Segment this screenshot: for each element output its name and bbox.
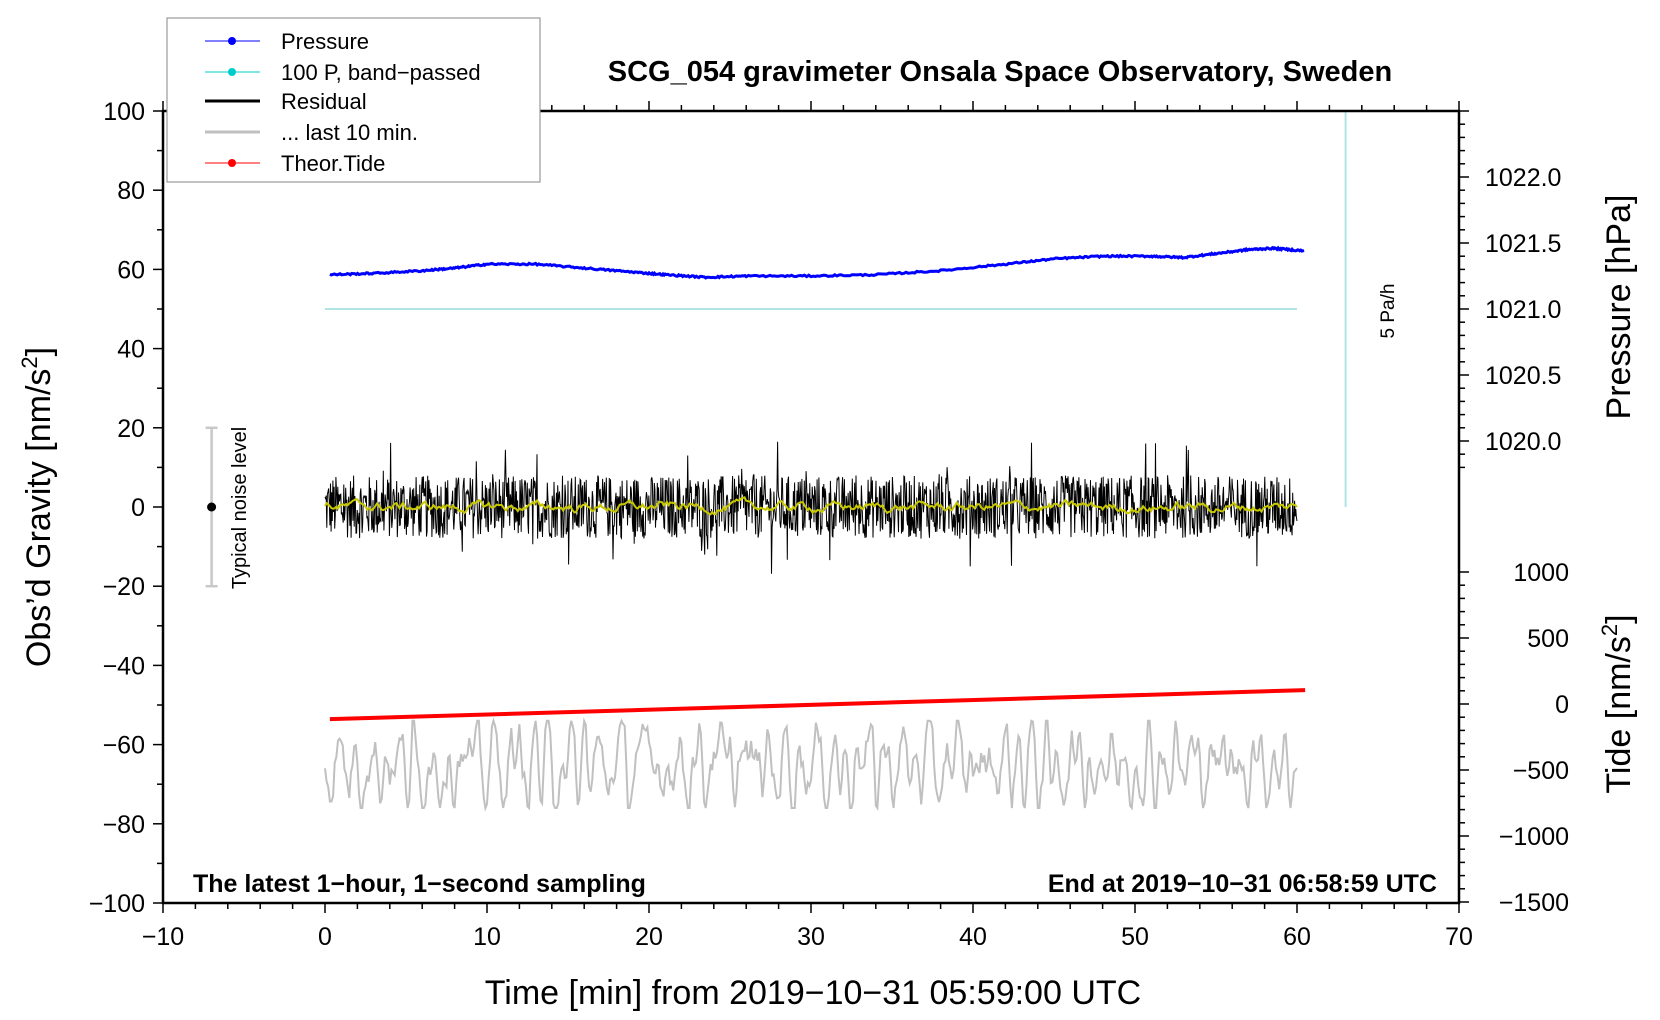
y-tick-label: 100: [103, 98, 145, 126]
legend-label: Pressure: [281, 29, 369, 54]
series-theor-tide-line: [329, 688, 1306, 722]
legend-swatch-marker: [228, 159, 236, 167]
y-tick-label: 20: [117, 415, 145, 443]
x-tick-label: 20: [635, 923, 663, 951]
y-tick-label: 40: [117, 336, 145, 364]
axis-ticks: −10 0 10 20 30 40 50 60 70100806040200−20−40−60−…: [89, 98, 1569, 951]
legend-label: Theor.Tide: [281, 151, 385, 176]
series-pressure-line: [329, 245, 1305, 280]
tide-tick-label: −500: [1513, 757, 1569, 785]
tide-tick-label: 500: [1527, 625, 1569, 653]
y-tick-label: −40: [103, 652, 145, 680]
x-tick-label: −10: [142, 923, 184, 951]
pressure-tick-label: 1021.5: [1485, 230, 1561, 258]
legend-label: ... last 10 min.: [281, 120, 418, 145]
x-axis-label: Time [min] from 2019−10−31 05:59:00 UTC: [485, 974, 1141, 1012]
pressure-tick-label: 1022.0: [1485, 164, 1561, 192]
legend-item: Pressure: [205, 29, 369, 54]
series-last-10-min-line: [324, 717, 1298, 812]
legend-item: Theor.Tide: [205, 151, 385, 176]
y-axis-label: Obs’d Gravity [nm/s2]: [17, 347, 58, 667]
tide-tick-label: 0: [1555, 691, 1569, 719]
legend-label: Residual: [281, 89, 367, 114]
pressure-tick-label: 1020.5: [1485, 362, 1561, 390]
x-tick-label: 60: [1283, 923, 1311, 951]
legend: Pressure 100 P, band−passed Residual ... la…: [166, 17, 541, 183]
y-tick-label: 0: [131, 494, 145, 522]
series-residual-line: [324, 441, 1298, 574]
noise-bar: [205, 426, 218, 588]
x-tick-label: 10: [473, 923, 501, 951]
noise-bar-dot: [207, 502, 217, 512]
legend-swatch-marker: [228, 37, 236, 45]
y-tick-label: −60: [103, 732, 145, 760]
tide-tick-label: −1000: [1499, 823, 1569, 851]
y-tick-label: −100: [89, 890, 145, 918]
bottom-right-note: End at 2019−10−31 06:58:59 UTC: [1048, 870, 1437, 898]
bottom-left-note: The latest 1−hour, 1−second sampling: [193, 870, 646, 898]
legend-item: ... last 10 min.: [205, 120, 418, 145]
tide-tick-label: −1500: [1499, 889, 1569, 917]
legend-swatch-marker: [228, 68, 236, 76]
x-tick-label: 40: [959, 923, 987, 951]
rate-label: 5 Pa/h: [1378, 284, 1399, 339]
noise-label: Typical noise level: [229, 427, 251, 589]
y-tick-label: 80: [117, 177, 145, 205]
x-tick-label: 30: [797, 923, 825, 951]
chart-marks: [205, 111, 1347, 812]
series-residual-smoothed-line: [324, 496, 1298, 516]
x-tick-label: 0: [318, 923, 332, 951]
legend-label: 100 P, band−passed: [281, 60, 481, 85]
tide-tick-label: 1000: [1513, 559, 1569, 587]
x-tick-label: 50: [1121, 923, 1149, 951]
tide-axis-label: Tide [nm/s2]: [1597, 614, 1638, 793]
chart-title: SCG_054 gravimeter Onsala Space Observat…: [608, 56, 1392, 88]
legend-item: 100 P, band−passed: [205, 60, 481, 85]
x-tick-label: 70: [1445, 923, 1473, 951]
y-tick-label: −20: [103, 573, 145, 601]
pressure-axis-label: Pressure [hPa]: [1600, 195, 1638, 420]
y-tick-label: −80: [103, 811, 145, 839]
pressure-tick-label: 1020.0: [1485, 428, 1561, 456]
pressure-tick-label: 1021.0: [1485, 296, 1561, 324]
legend-item: Residual: [205, 89, 367, 114]
y-tick-label: 60: [117, 256, 145, 284]
